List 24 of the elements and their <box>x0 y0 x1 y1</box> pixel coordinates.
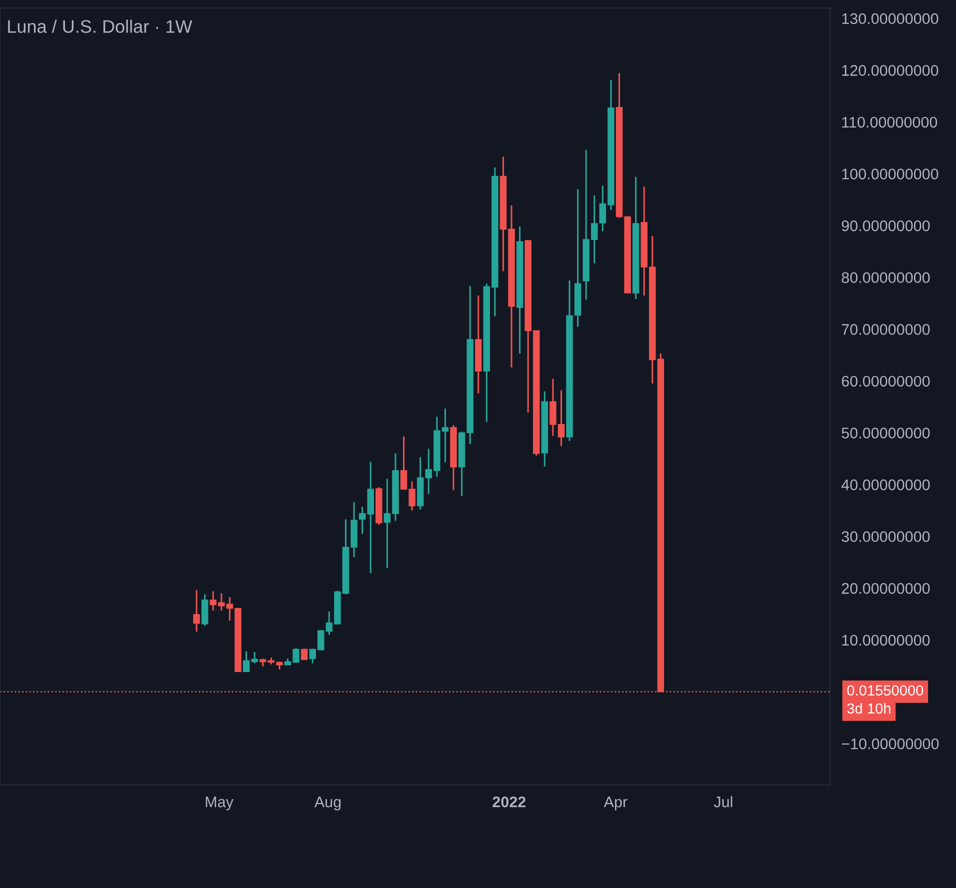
candlestick <box>201 594 208 627</box>
x-tick-label: May <box>206 796 234 810</box>
y-tick-label: −10.00000000 <box>842 738 939 750</box>
y-tick-label: 130.00000000 <box>842 13 938 24</box>
text: Luna / U.S. Dollar · 1W <box>8 20 192 33</box>
y-tick-label: 40.00000000 <box>841 479 930 490</box>
y-tick-label: 90.00000000 <box>842 220 930 232</box>
y-tick-label: 100.00000000 <box>842 168 938 180</box>
x-tick-label: 2022 <box>492 796 526 808</box>
candlestick <box>193 589 200 632</box>
y-tick-label: 120.00000000 <box>842 65 938 76</box>
text: 3d 10h <box>847 702 890 714</box>
x-tick-label: Aug <box>314 796 341 810</box>
y-tick-label: 70.00000000 <box>842 324 930 335</box>
x-tick-label: Apr <box>604 796 628 810</box>
y-tick-label: 80.00000000 <box>842 272 930 284</box>
y-tick-label: 20.00000000 <box>842 583 930 594</box>
y-tick-label: 50.00000000 <box>842 428 930 438</box>
x-tick-label: Jul <box>714 796 732 808</box>
y-tick-label: 110.00000000 <box>842 116 938 128</box>
y-tick-label: 60.00000000 <box>842 376 930 387</box>
y-tick-label: 30.00000000 <box>842 531 930 542</box>
y-tick-label: 10.00000000 <box>842 634 930 646</box>
ref-line-label: 0.01550000 <box>847 685 924 696</box>
